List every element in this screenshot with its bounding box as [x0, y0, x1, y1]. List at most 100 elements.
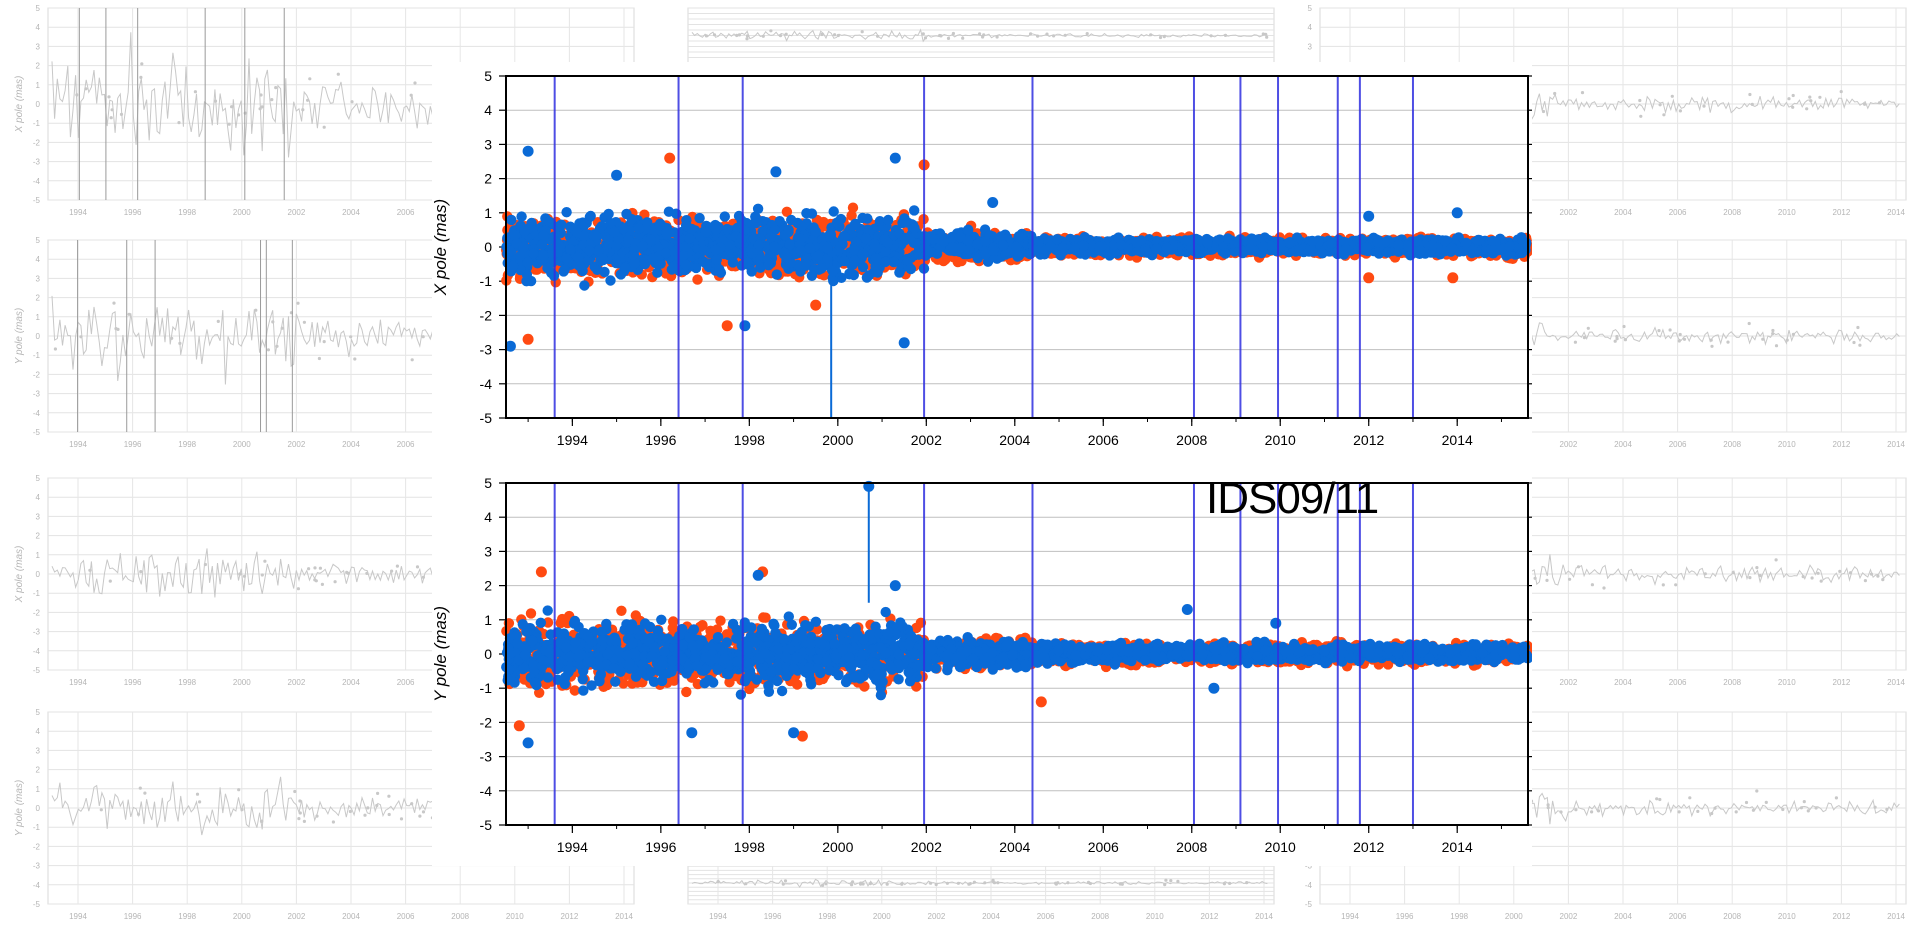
data-point — [597, 253, 608, 264]
background-point — [1885, 807, 1889, 812]
background-point — [119, 112, 124, 116]
data-point — [573, 252, 584, 263]
data-point — [750, 218, 761, 229]
data-point — [710, 244, 721, 256]
data-point — [619, 262, 631, 273]
data-point — [626, 214, 637, 225]
data-point — [609, 227, 620, 238]
background-y-tick: 0 — [36, 570, 41, 579]
data-point — [574, 260, 585, 272]
background-point — [1774, 344, 1779, 348]
x-tick-label: 1998 — [734, 432, 765, 448]
background-x-tick: 1996 — [124, 440, 142, 449]
background-point — [1702, 104, 1706, 108]
data-point — [963, 224, 974, 235]
background-point — [1169, 879, 1173, 883]
background-point — [1264, 32, 1268, 36]
background-point — [1623, 338, 1627, 342]
background-point — [390, 569, 394, 573]
background-x-tick: 2002 — [1560, 912, 1578, 921]
background-point — [769, 29, 773, 33]
data-point — [1013, 250, 1025, 261]
background-point — [410, 802, 414, 806]
background-point — [1582, 336, 1586, 340]
background-y-tick: -5 — [33, 666, 41, 675]
data-point — [883, 214, 894, 226]
background-point — [716, 880, 720, 884]
data-point — [585, 210, 596, 222]
background-point — [297, 817, 301, 821]
background-x-tick: 2014 — [1887, 912, 1905, 921]
background-point — [227, 122, 231, 126]
background-point — [348, 809, 352, 814]
background-x-tick: 2004 — [342, 678, 360, 687]
background-y-tick: -4 — [33, 177, 41, 186]
background-point — [1703, 572, 1707, 576]
x-tick-label: 2010 — [1265, 432, 1296, 448]
background-point — [387, 794, 391, 798]
background-y-tick: 1 — [36, 785, 41, 794]
data-point — [698, 245, 709, 256]
background-point — [213, 99, 218, 103]
data-point — [719, 211, 730, 222]
background-point — [1265, 35, 1269, 39]
background-point — [1085, 31, 1089, 36]
background-point — [861, 882, 865, 886]
background-y-tick: 2 — [36, 766, 41, 775]
background-x-tick: 2000 — [233, 440, 251, 449]
background-x-tick: 1996 — [764, 912, 782, 921]
data-point — [991, 253, 1003, 264]
background-y-tick: 4 — [36, 727, 41, 736]
background-x-tick: 1998 — [1450, 912, 1468, 921]
background-point — [961, 36, 965, 40]
background-point — [859, 882, 863, 886]
background-point — [254, 308, 258, 312]
background-point — [996, 881, 1000, 885]
data-point — [972, 239, 983, 250]
data-point — [652, 267, 663, 278]
y-tick-label: -1 — [480, 273, 493, 289]
background-y-tick: 4 — [36, 493, 41, 502]
background-point — [349, 335, 353, 339]
background-x-tick: 2004 — [342, 440, 360, 449]
background-y-tick: -4 — [33, 409, 41, 418]
background-x-tick: 2006 — [397, 208, 415, 217]
background-point — [1791, 332, 1795, 336]
background-point — [1674, 583, 1678, 587]
background-point — [1590, 583, 1594, 587]
data-point — [565, 244, 576, 255]
data-point — [654, 220, 665, 231]
background-y-axis-label: Y pole (mas) — [14, 780, 25, 837]
background-point — [991, 878, 995, 883]
data-point — [692, 274, 703, 285]
background-x-tick: 2002 — [288, 208, 306, 217]
background-point — [1678, 109, 1682, 113]
data-point — [911, 238, 922, 249]
background-point — [1838, 569, 1842, 574]
background-point — [992, 881, 997, 885]
data-point — [804, 242, 816, 254]
background-point — [170, 336, 174, 340]
background-point — [1586, 326, 1590, 330]
background-x-tick: 1996 — [124, 208, 142, 217]
background-point — [820, 32, 824, 37]
data-point — [784, 239, 795, 250]
background-y-tick: -3 — [33, 862, 41, 871]
data-point — [536, 239, 548, 250]
background-point — [1856, 325, 1860, 330]
data-point — [668, 262, 680, 273]
background-x-tick: 2008 — [1723, 440, 1741, 449]
background-y-tick: 2 — [36, 294, 41, 303]
background-x-tick: 2008 — [1723, 208, 1741, 217]
background-point — [1662, 113, 1666, 117]
background-point — [1559, 810, 1563, 814]
background-point — [1771, 332, 1775, 336]
data-point — [697, 256, 709, 267]
background-point — [140, 62, 144, 66]
background-point — [1533, 576, 1537, 580]
background-point — [1045, 32, 1049, 36]
background-point — [138, 786, 142, 790]
background-point — [1785, 338, 1789, 342]
background-point — [1816, 571, 1820, 575]
data-point — [909, 222, 920, 234]
